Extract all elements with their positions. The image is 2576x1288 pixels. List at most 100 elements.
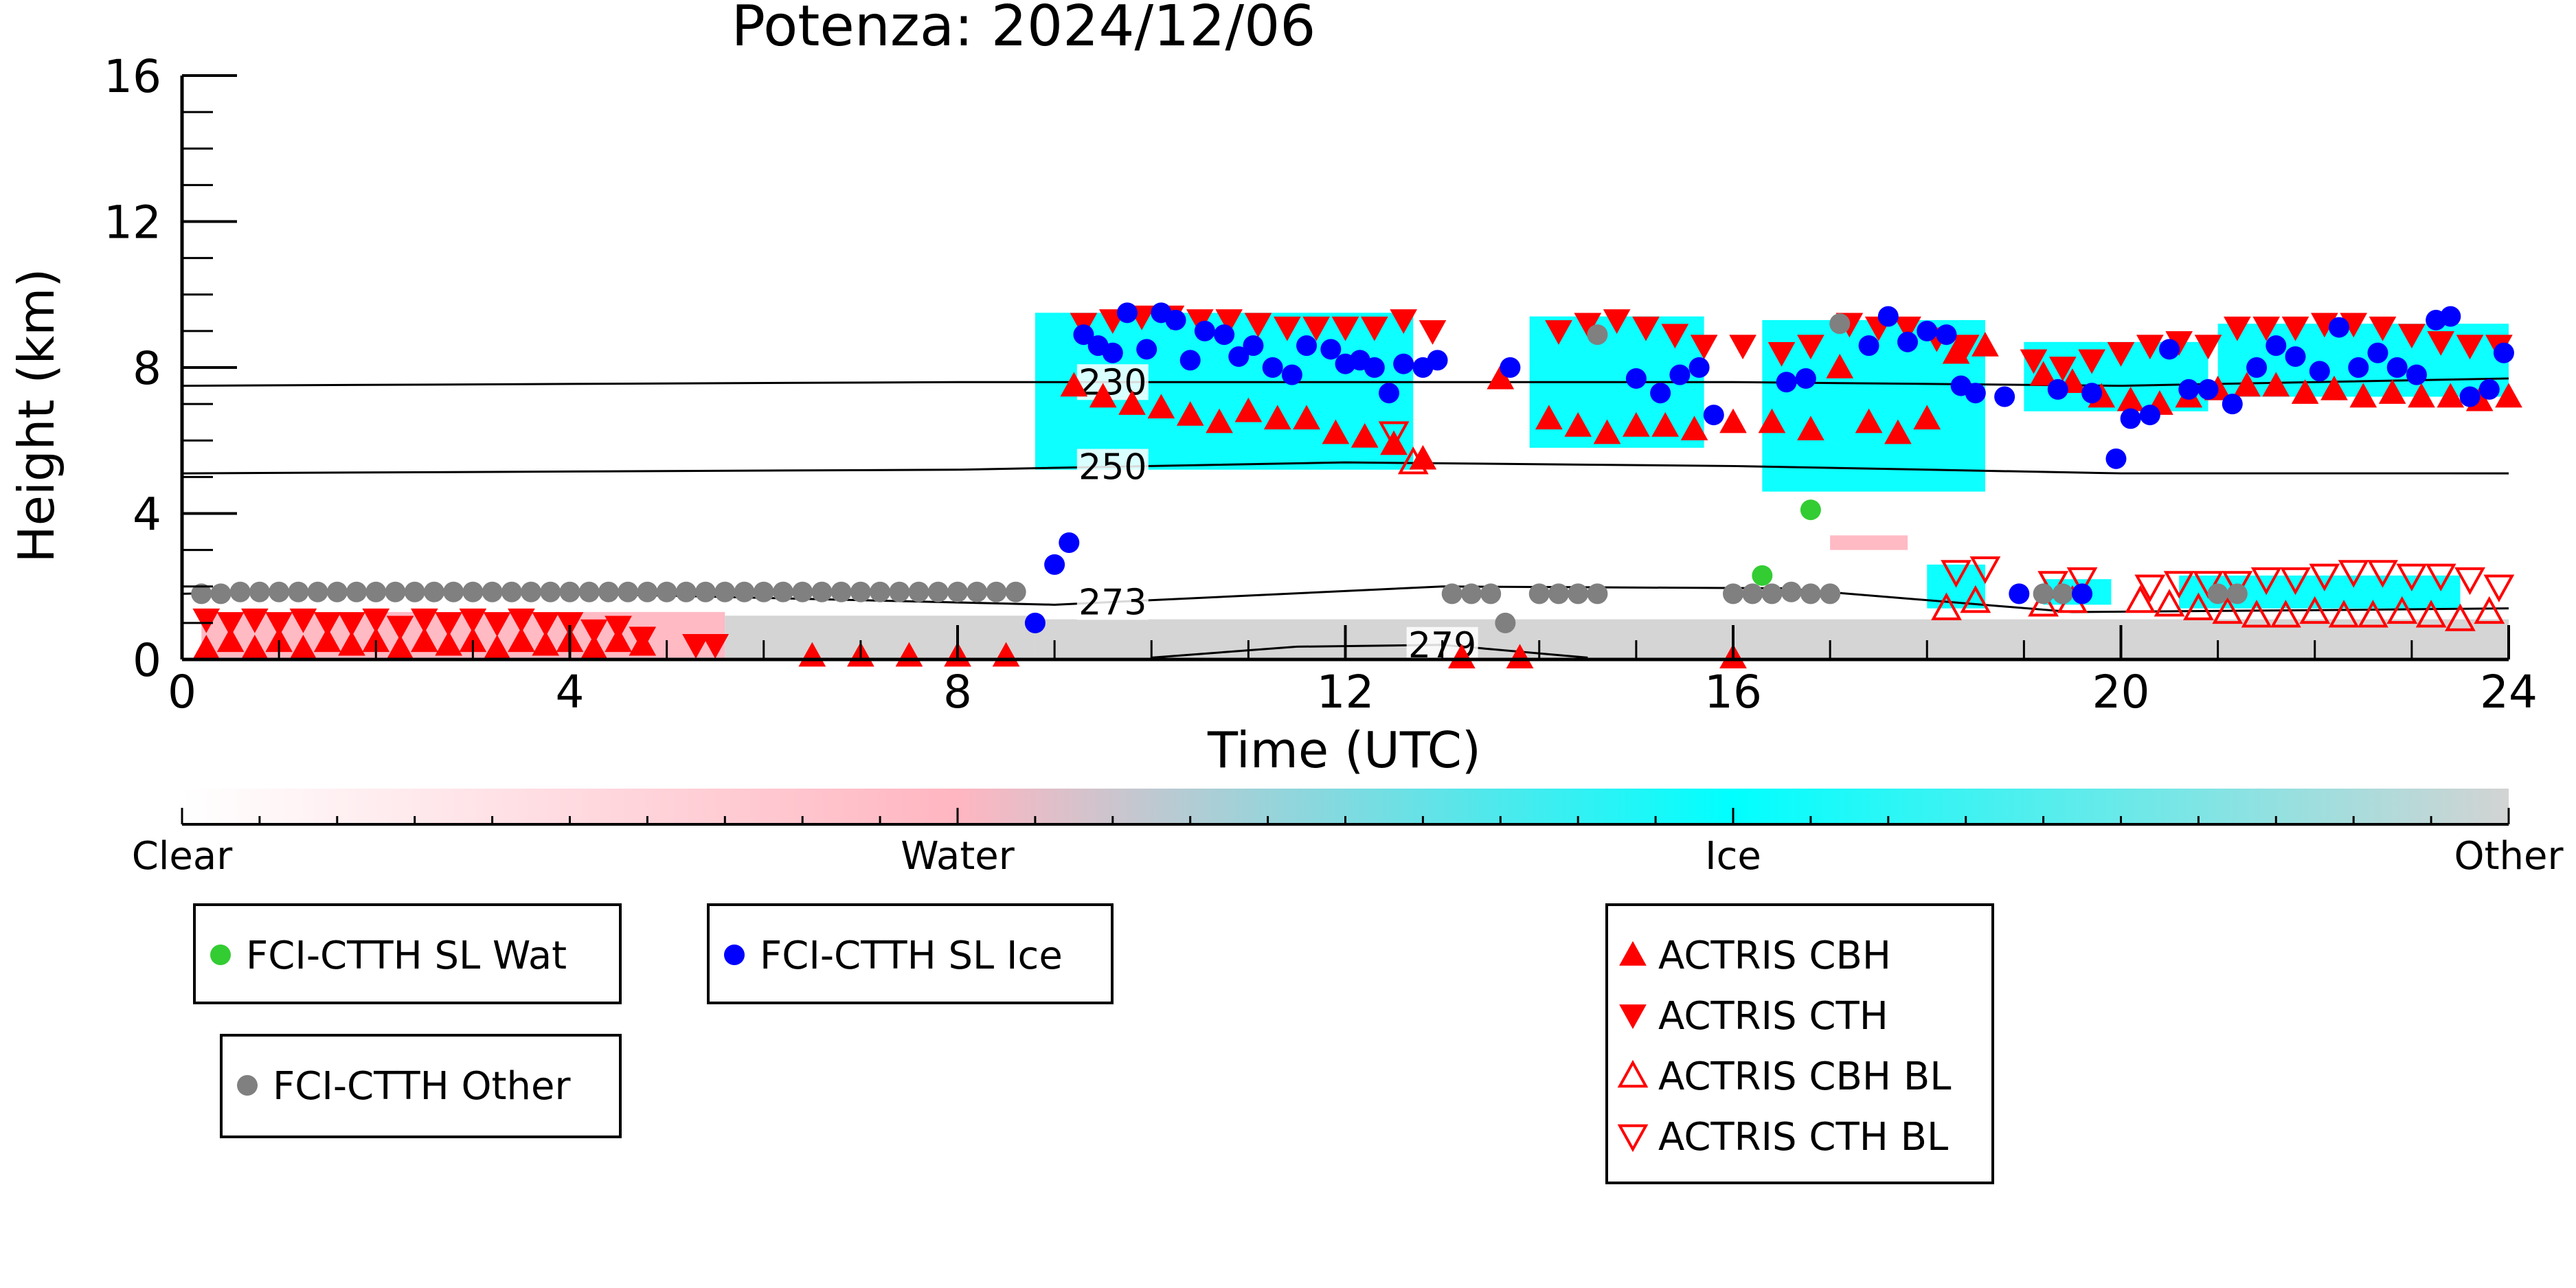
- data-point: [1884, 419, 1912, 444]
- data-point: [1855, 408, 1883, 433]
- x-tick-label: 12: [1317, 666, 1375, 719]
- series-fci-ctth-other: [191, 313, 2248, 633]
- data-point: [2139, 405, 2160, 426]
- legend-label: FCI-CTTH Other: [273, 1064, 571, 1109]
- data-point: [1441, 583, 1462, 605]
- y-tick-label: 4: [133, 488, 161, 541]
- data-point: [1059, 532, 1080, 553]
- data-point: [435, 612, 462, 637]
- legend-box: ACTRIS CBH ACTRIS CTH ACTRIS CBH BL ACTRIS …: [1605, 903, 1994, 1184]
- data-point: [2495, 383, 2522, 408]
- data-point: [2250, 567, 2282, 596]
- data-point: [2009, 583, 2030, 605]
- data-point: [1147, 394, 1175, 419]
- data-point: [1322, 419, 1350, 444]
- data-point: [1742, 583, 1763, 605]
- data-point: [2459, 386, 2481, 407]
- data-point: [2280, 567, 2311, 596]
- data-point: [2262, 372, 2290, 397]
- data-point: [1800, 583, 1821, 605]
- data-point: [2415, 600, 2447, 628]
- data-point: [1243, 335, 1264, 357]
- legend-marker: [1619, 1004, 1647, 1030]
- data-point: [2445, 603, 2476, 631]
- data-point: [1351, 422, 1379, 448]
- data-point: [986, 581, 1007, 602]
- contour-line: [181, 377, 2509, 387]
- data-point: [1632, 316, 1660, 341]
- data-point: [2212, 596, 2244, 624]
- data-point: [1379, 383, 1400, 404]
- data-point: [1528, 583, 1550, 605]
- data-point: [792, 581, 813, 602]
- contour-label: 250: [1078, 447, 1146, 488]
- data-point: [1877, 306, 1899, 327]
- data-point: [889, 581, 910, 602]
- legend-box: FCI-CTTH SL Wat: [193, 903, 622, 1004]
- data-point: [1568, 583, 1589, 605]
- data-point: [1752, 565, 1773, 586]
- data-point: [2408, 383, 2435, 408]
- data-point: [540, 581, 561, 602]
- data-point: [682, 634, 710, 659]
- data-point: [216, 612, 245, 637]
- legend-item: FCI-CTTH SL Ice: [724, 934, 1063, 978]
- data-point: [313, 612, 341, 637]
- legend-item: FCI-CTTH Other: [237, 1064, 571, 1109]
- data-point: [1797, 335, 1824, 360]
- data-point: [1116, 302, 1138, 324]
- data-point: [2246, 357, 2268, 378]
- legend-label: FCI-CTTH SL Ice: [760, 934, 1063, 978]
- data-point: [1661, 324, 1689, 349]
- legend-label: ACTRIS CTH BL: [1658, 1115, 1948, 1160]
- data-point: [210, 583, 231, 605]
- data-point: [2222, 571, 2253, 599]
- data-point: [811, 581, 833, 602]
- data-point: [559, 581, 580, 602]
- data-point: [1118, 390, 1146, 415]
- data-point: [580, 619, 608, 644]
- data-point: [2367, 342, 2388, 363]
- data-point: [637, 581, 658, 602]
- x-tick-label: 8: [943, 666, 972, 719]
- data-point: [532, 612, 560, 637]
- data-point: [1960, 585, 1991, 613]
- data-point: [556, 612, 584, 637]
- data-point: [1044, 554, 1065, 575]
- data-point: [605, 615, 632, 641]
- y-tick-label: 16: [104, 50, 161, 103]
- contour-label: 273: [1078, 582, 1146, 623]
- data-point: [1535, 405, 1563, 430]
- legend-item: ACTRIS CBH: [1619, 934, 1891, 978]
- data-point: [2291, 379, 2319, 404]
- data-point: [1262, 357, 1283, 378]
- data-point: [1650, 383, 1671, 404]
- x-tick-label: 0: [168, 666, 196, 719]
- data-point: [1719, 408, 1747, 433]
- data-point: [2456, 335, 2484, 360]
- data-point: [1587, 583, 1608, 605]
- data-point: [850, 581, 871, 602]
- data-point: [1390, 309, 1418, 334]
- data-point: [1024, 612, 1046, 633]
- data-point: [2028, 589, 2059, 617]
- colorbar-label: Other: [2454, 834, 2564, 879]
- data-point: [404, 581, 425, 602]
- data-point: [2348, 357, 2369, 378]
- data-point: [870, 581, 891, 602]
- legend-frame: [1605, 903, 1994, 1184]
- data-point: [1826, 353, 1854, 379]
- data-point: [459, 608, 487, 633]
- data-point: [927, 581, 949, 602]
- data-point: [2349, 383, 2377, 408]
- legend-label: FCI-CTTH SL Wat: [246, 934, 567, 978]
- data-point: [2398, 324, 2426, 349]
- legend-item: ACTRIS CTH: [1619, 994, 1888, 1039]
- data-point: [1263, 405, 1291, 430]
- data-point: [2178, 379, 2200, 400]
- data-point: [313, 627, 341, 653]
- data-point: [2107, 342, 2135, 367]
- data-point: [1603, 309, 1631, 334]
- data-point: [1136, 339, 1157, 360]
